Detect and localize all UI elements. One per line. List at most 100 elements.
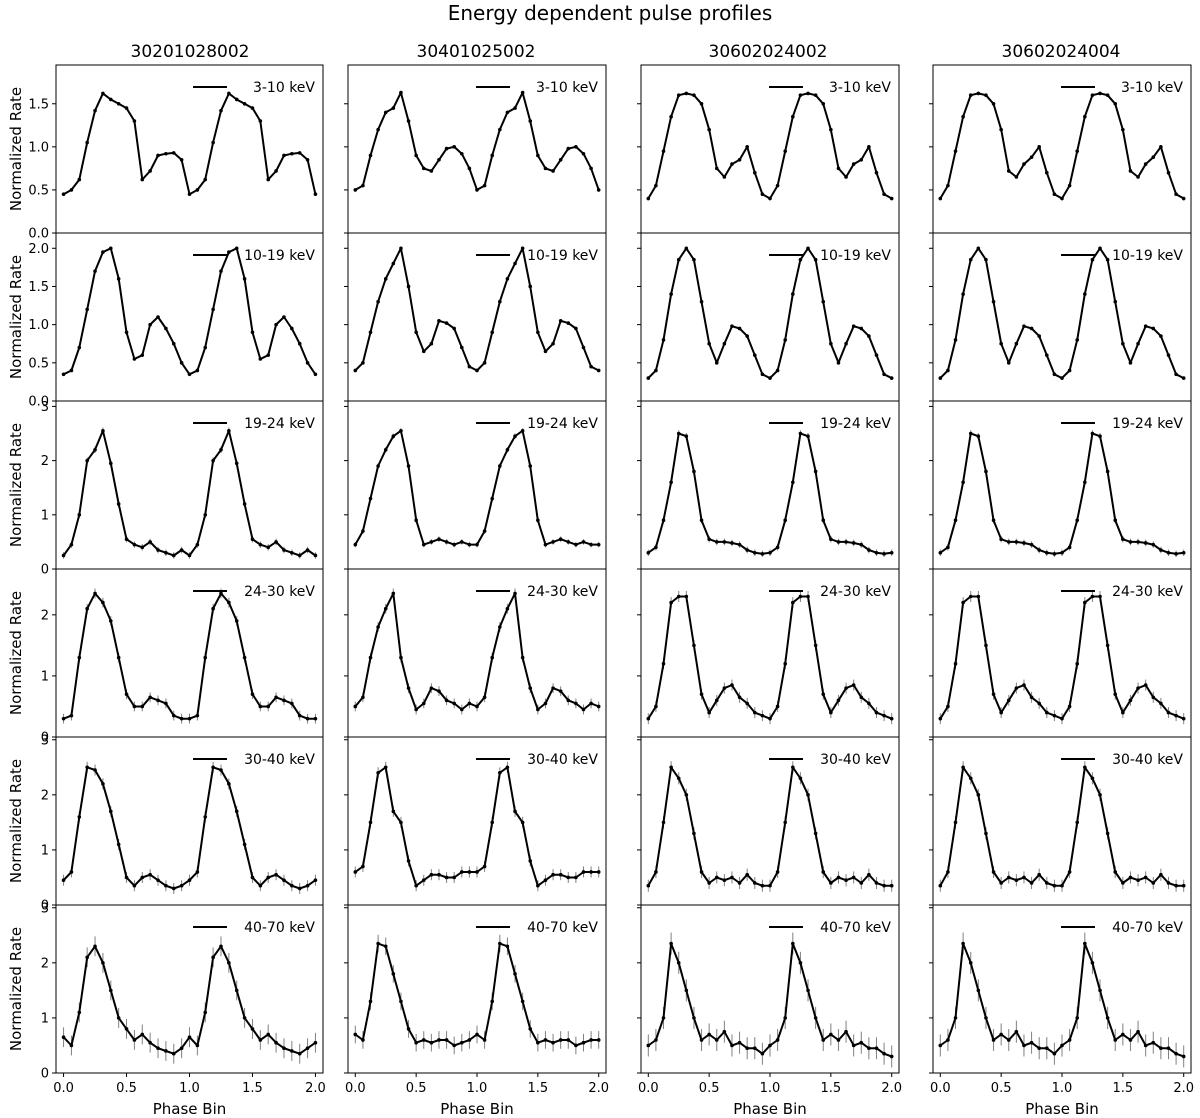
data-point	[1052, 192, 1057, 197]
data-point	[101, 600, 105, 605]
data-point	[707, 537, 711, 541]
data-point	[1014, 878, 1019, 883]
data-point	[414, 707, 418, 712]
data-point	[661, 820, 666, 825]
data-point	[543, 349, 548, 354]
legend-label: 10-19 keV	[1112, 248, 1183, 264]
y-tick-label: 1	[41, 669, 49, 684]
data-point	[353, 542, 358, 547]
data-point	[999, 341, 1003, 346]
data-point	[953, 661, 958, 666]
data-point	[266, 177, 271, 182]
x-axis-label: Phase Bin	[733, 1100, 807, 1118]
panel-frame	[347, 64, 607, 234]
data-point	[69, 542, 74, 547]
data-point	[482, 1038, 487, 1042]
x-tick-label: 2.0	[588, 1081, 609, 1096]
data-point	[1113, 870, 1118, 874]
data-point	[1006, 875, 1011, 880]
x-tick-label: 0.0	[345, 1081, 366, 1096]
data-point	[179, 157, 184, 162]
data-point	[266, 875, 271, 880]
data-point	[596, 368, 601, 373]
data-point	[1044, 881, 1049, 885]
data-point	[692, 643, 696, 648]
data-point	[961, 480, 965, 485]
data-point	[574, 145, 578, 149]
data-point	[1136, 175, 1140, 179]
data-point	[1075, 820, 1080, 825]
panel-frame	[640, 736, 900, 906]
data-point	[1014, 175, 1019, 179]
data-point	[1098, 793, 1102, 797]
data-point	[730, 875, 734, 880]
data-point	[179, 548, 184, 552]
data-point	[589, 166, 593, 171]
data-point	[297, 713, 302, 718]
data-point	[482, 864, 487, 869]
data-point	[938, 716, 943, 721]
data-point	[85, 955, 89, 960]
data-point	[505, 944, 510, 949]
data-point	[543, 1038, 548, 1042]
data-point	[297, 151, 302, 155]
data-point	[187, 1035, 192, 1039]
x-tick-label: 0.5	[699, 1081, 720, 1096]
data-point	[1159, 1046, 1163, 1051]
data-point	[938, 196, 943, 201]
data-point	[219, 768, 223, 772]
data-point	[961, 765, 965, 770]
data-point	[768, 883, 772, 888]
data-point	[520, 820, 525, 825]
data-point	[459, 707, 464, 712]
data-point	[77, 655, 82, 660]
data-point	[171, 553, 176, 558]
panel-2-3: 10-19 keV	[637, 232, 900, 405]
data-point	[391, 261, 396, 266]
legend-label: 24-30 keV	[244, 584, 315, 600]
data-point	[889, 716, 894, 721]
data-point	[179, 361, 184, 365]
data-point	[1159, 701, 1163, 706]
data-point	[171, 341, 176, 346]
data-point	[406, 1027, 411, 1031]
data-point	[376, 941, 380, 946]
data-point	[391, 106, 396, 110]
data-point	[1083, 765, 1087, 770]
data-point	[132, 357, 137, 361]
data-point	[1166, 710, 1171, 715]
data-point	[1090, 431, 1095, 436]
data-point	[85, 307, 89, 312]
data-point	[1037, 145, 1041, 149]
data-point	[211, 765, 215, 770]
data-point	[459, 151, 464, 156]
data-point	[813, 469, 818, 474]
data-point	[722, 540, 727, 544]
data-point	[282, 698, 286, 703]
data-point	[467, 542, 472, 547]
data-point	[714, 1038, 719, 1042]
data-point	[1166, 881, 1171, 885]
data-point	[775, 1038, 780, 1042]
data-point	[1029, 1040, 1034, 1045]
data-point	[874, 1046, 879, 1051]
data-point	[745, 872, 749, 877]
data-point	[1166, 1046, 1171, 1051]
data-point	[93, 591, 97, 596]
panel-4-3: 24-30 keV	[637, 568, 900, 741]
data-point	[976, 246, 981, 251]
data-point	[991, 299, 996, 304]
data-point	[953, 1016, 958, 1020]
data-point	[654, 870, 658, 874]
figure-title: Energy dependent pulse profiles	[448, 1, 773, 25]
data-point	[93, 447, 97, 452]
data-point	[179, 883, 184, 888]
data-point	[968, 93, 973, 97]
data-point	[444, 1038, 449, 1042]
data-point	[116, 101, 121, 106]
y-tick-label: 1	[41, 843, 49, 858]
data-point	[551, 341, 555, 346]
data-point	[313, 192, 318, 197]
panel-3-1: 0 1 2 3 19-24 keV Normalized Rate	[7, 400, 324, 578]
data-point	[77, 345, 82, 350]
